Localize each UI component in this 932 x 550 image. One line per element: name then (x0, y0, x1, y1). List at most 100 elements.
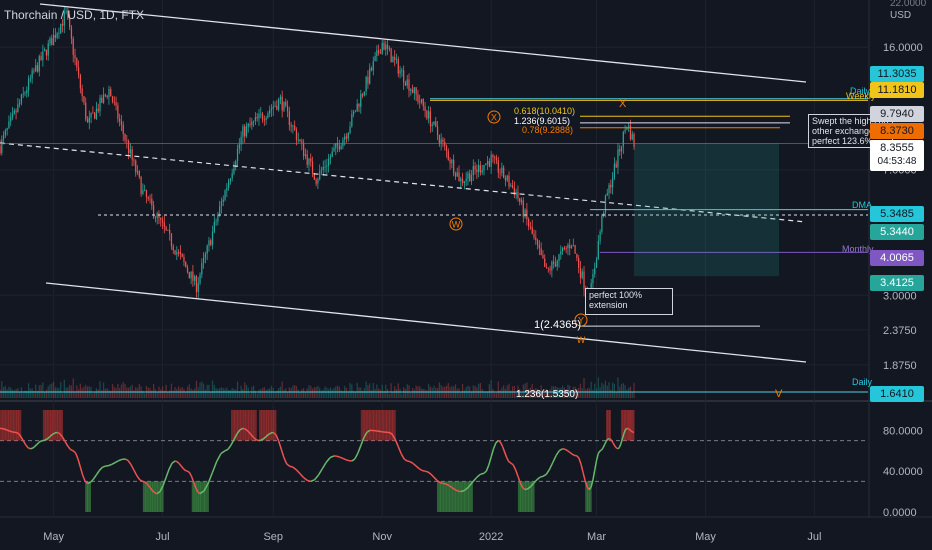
candle-body (129, 149, 132, 154)
candle-body (399, 70, 401, 74)
volume-bar (231, 388, 233, 398)
oscillator-line-segment (618, 443, 622, 448)
volume-bar (197, 387, 199, 398)
oscillator-line-segment (303, 476, 308, 481)
candle-body (231, 173, 233, 179)
oscillator-line-segment (539, 475, 544, 478)
oscillator-line-segment (72, 450, 77, 454)
candle-body (595, 259, 598, 268)
overbought-zone (245, 410, 249, 441)
oscillator-line-segment (20, 436, 24, 441)
candle-body (517, 192, 519, 199)
volume-bar (194, 388, 196, 398)
candle-body (149, 198, 151, 200)
oscillator-line-segment (84, 480, 89, 484)
volume-bar (99, 381, 101, 398)
candle-body (106, 95, 108, 98)
volume-bar (13, 390, 15, 398)
volume-bar (285, 388, 287, 398)
candle-body (124, 133, 126, 141)
oscillator-pane (0, 410, 868, 512)
candle-body (367, 76, 369, 84)
oscillator-line-segment (178, 463, 182, 467)
candle-body (569, 245, 571, 249)
candle-body (451, 159, 453, 164)
oscillator-line-segment (70, 448, 74, 452)
oscillator-line-segment (394, 439, 399, 448)
oscillator-line-segment (533, 479, 538, 484)
oversold-zone (85, 481, 89, 512)
candle-body (6, 128, 8, 131)
oscillator-line-segment (569, 451, 573, 455)
candle-body (379, 52, 382, 54)
oscillator-line-segment (47, 435, 51, 440)
candle-body (242, 126, 244, 137)
oscillator-line-segment (321, 461, 327, 470)
oscillator-line-segment (603, 441, 607, 446)
oscillator-line-segment (536, 476, 541, 481)
volume-bar (238, 391, 240, 398)
overbought-zone (273, 410, 277, 441)
candle-body (140, 176, 142, 194)
candle-body (77, 67, 80, 75)
candle-body (629, 125, 632, 140)
volume-bar (133, 390, 135, 398)
oscillator-line-segment (306, 479, 311, 483)
candle-body (542, 254, 544, 259)
candle-body (238, 144, 240, 149)
volume-bar (117, 383, 119, 398)
volume-bar (79, 383, 81, 398)
oscillator-line-segment (464, 486, 470, 491)
candle-body (501, 167, 503, 173)
candle-body (578, 258, 580, 268)
fib-078-label: 0.78(9.2888) (522, 125, 574, 135)
candle-body (26, 90, 28, 94)
volume-bar (170, 383, 173, 398)
volume-bar (390, 383, 392, 398)
candle-body (544, 258, 546, 267)
candle-body (619, 149, 621, 152)
candle-body (349, 126, 351, 133)
oscillator-line-segment (545, 469, 551, 475)
candle-body (10, 117, 12, 122)
candle-body (111, 96, 114, 102)
oversold-zone (585, 481, 588, 512)
candle-body (199, 274, 201, 284)
volume-bar (410, 392, 412, 398)
x-tick-label: May (43, 531, 64, 543)
candle-body (385, 44, 387, 50)
candle-body (183, 256, 185, 263)
candle-body (622, 131, 624, 147)
candle-body (608, 184, 610, 194)
volume-bar (261, 388, 264, 398)
oscillator-line-segment (418, 468, 423, 472)
oscillator-line-segment (265, 433, 269, 438)
volume-bar (563, 387, 566, 398)
candle-body (486, 161, 489, 164)
overbought-zone (239, 410, 244, 441)
volume-bar (438, 382, 440, 398)
oscillator-line-segment (503, 451, 508, 458)
oscillator-line-segment (510, 462, 514, 466)
candle-body (628, 125, 630, 127)
volume-bar (388, 394, 390, 398)
candle-body (319, 170, 321, 180)
candle-body (560, 251, 562, 255)
candle-body (295, 129, 298, 140)
price-tag-value: 4.0065 (880, 252, 914, 264)
candle-body (356, 103, 358, 112)
candle-body (404, 82, 407, 86)
overbought-zone (5, 410, 9, 441)
oscillator-line-segment (299, 473, 305, 479)
price-tag: 1.6410 (870, 386, 924, 402)
candle-body (499, 172, 501, 174)
oversold-zone (87, 481, 91, 512)
candle-body (524, 209, 526, 217)
overbought-zone (382, 410, 387, 441)
candle-body (556, 260, 558, 267)
candle-body (145, 189, 148, 198)
candle-body (494, 157, 496, 159)
oscillator-line-segment (275, 434, 280, 442)
candle-body (397, 59, 399, 74)
